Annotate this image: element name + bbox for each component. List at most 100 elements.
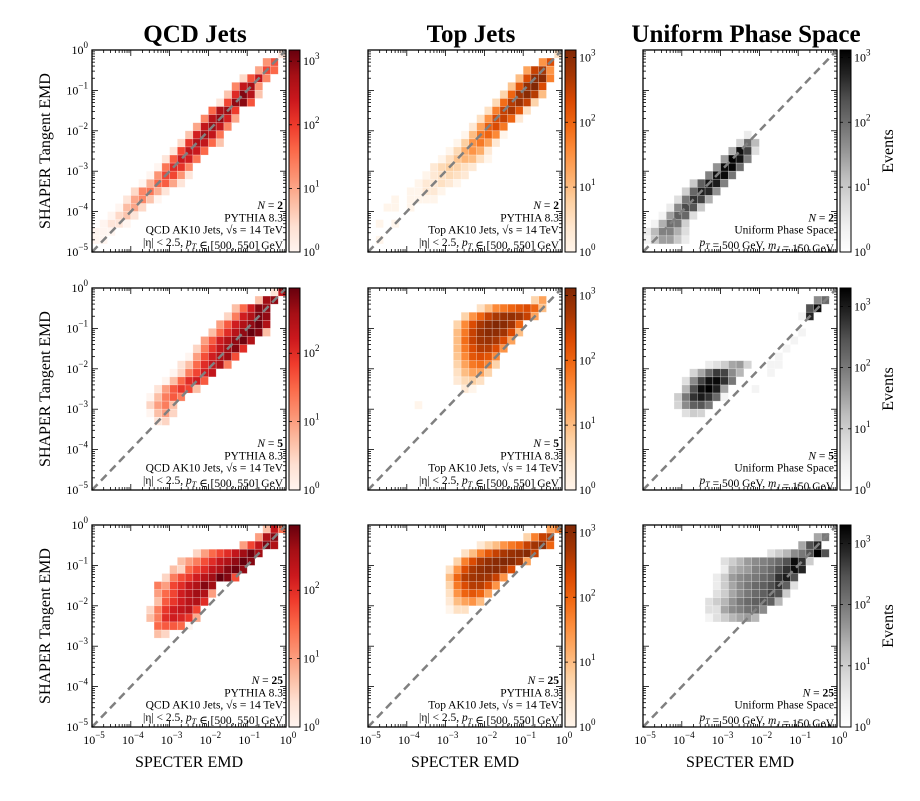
histogram-bin <box>254 295 264 305</box>
histogram-bin <box>673 235 683 245</box>
colorbar-tick-label: 101 <box>579 177 596 194</box>
histogram-bin <box>375 219 384 229</box>
histogram-bin <box>460 162 470 172</box>
histogram-bin <box>184 573 194 582</box>
histogram-bin <box>422 195 431 204</box>
histogram-bin <box>491 565 501 574</box>
histogram-bin <box>215 344 225 353</box>
y-tick-label: 100 <box>72 40 89 57</box>
colorbar-tick-label: 101 <box>579 415 596 432</box>
histogram-bin <box>499 122 508 132</box>
n-label: N = 5 <box>256 438 283 450</box>
histogram-bin <box>460 565 470 574</box>
histogram-bin <box>720 581 729 590</box>
histogram-bin <box>130 187 139 196</box>
x-tick-label: 10−5 <box>83 730 105 747</box>
histogram-bin <box>658 235 667 245</box>
histogram-bins <box>414 295 547 410</box>
histogram-bin <box>184 384 194 394</box>
histogram-bin <box>530 90 540 99</box>
histogram-bin <box>107 219 116 229</box>
histogram-bin <box>169 605 178 615</box>
histogram-bin <box>491 106 501 115</box>
histogram-bin <box>184 621 194 631</box>
histogram-bin <box>169 368 178 378</box>
diagonal-reference-line <box>642 49 838 253</box>
histogram-bin <box>184 557 194 566</box>
histogram-bin <box>184 597 194 607</box>
histogram-bin <box>712 360 721 370</box>
histogram-bin <box>177 581 186 590</box>
y-tick-label: 10−2 <box>66 596 88 613</box>
histogram-bin <box>184 138 194 148</box>
colorbar-tick-label: 101 <box>303 649 320 666</box>
x-axis-label: SPECTER EMD <box>686 754 794 771</box>
histogram-bin <box>177 613 186 623</box>
axes-frame <box>91 49 287 253</box>
histogram-bin <box>805 557 815 566</box>
histogram-bin <box>239 344 248 353</box>
histogram-bin <box>114 211 124 220</box>
histogram-bins <box>445 524 563 615</box>
histogram-bin <box>445 565 454 574</box>
histogram-bin <box>484 114 493 124</box>
histogram-bin <box>153 384 163 394</box>
histogram-bin <box>476 360 485 370</box>
histogram-bin <box>169 146 178 156</box>
histogram-bin <box>460 320 470 329</box>
histogram-bin <box>476 344 485 353</box>
histogram-bin <box>169 170 178 180</box>
colorbar-tick-label: 103 <box>854 296 871 313</box>
histogram-bin <box>445 573 454 582</box>
histogram-bin <box>735 565 745 574</box>
histogram-bin <box>262 73 271 83</box>
colorbar-tick-label: 102 <box>579 587 596 604</box>
histogram-bin <box>650 227 659 237</box>
histogram-bin <box>774 360 783 370</box>
histogram-bin <box>215 557 225 566</box>
histogram-bin <box>743 360 752 370</box>
histogram-bin <box>453 557 462 566</box>
histogram-bin <box>153 605 163 615</box>
histogram-bin <box>735 138 745 148</box>
colorbar <box>288 49 301 253</box>
histogram-bin <box>453 344 462 353</box>
histogram-bin <box>468 368 477 378</box>
histogram-bin <box>790 548 799 558</box>
histogram-bin <box>743 581 752 590</box>
histogram-bin <box>153 408 163 418</box>
histogram-bin <box>254 328 264 337</box>
histogram-bin <box>499 98 508 107</box>
colorbar-tick-label: 102 <box>303 115 320 132</box>
histogram-bin <box>774 589 783 599</box>
histogram-bin <box>720 376 729 386</box>
histogram-bin <box>215 336 225 345</box>
histogram-bin <box>215 320 225 329</box>
colorbar-tick-label: 101 <box>854 656 871 673</box>
histogram-bin <box>161 392 170 402</box>
histogram-bin <box>515 548 524 558</box>
histogram-bin <box>169 565 178 574</box>
colorbar-tick-label: 102 <box>579 350 596 367</box>
histogram-bin <box>468 162 477 172</box>
histogram-bin <box>161 416 170 426</box>
histogram-bin <box>223 311 232 321</box>
histogram-bin <box>720 565 729 574</box>
histogram-bin <box>161 384 170 394</box>
histogram-bin <box>728 613 737 623</box>
n-label: N = 25 <box>251 675 284 687</box>
histogram-bin <box>146 605 155 615</box>
annotation-line: PYTHIA 8.3 <box>500 687 559 699</box>
histogram-bin <box>751 613 760 623</box>
histogram-bin <box>468 336 477 345</box>
histogram-bin <box>215 565 225 574</box>
histogram-bin <box>99 219 108 229</box>
histogram-bin <box>192 548 201 558</box>
histogram-bin <box>161 573 170 582</box>
histogram-bin <box>697 178 706 188</box>
colorbar-tick-label: 103 <box>579 47 596 64</box>
histogram-bin <box>239 82 248 91</box>
histogram-bin <box>262 532 271 542</box>
annotation-line: Uniform Phase Space <box>734 463 834 475</box>
histogram-bin <box>161 613 170 623</box>
